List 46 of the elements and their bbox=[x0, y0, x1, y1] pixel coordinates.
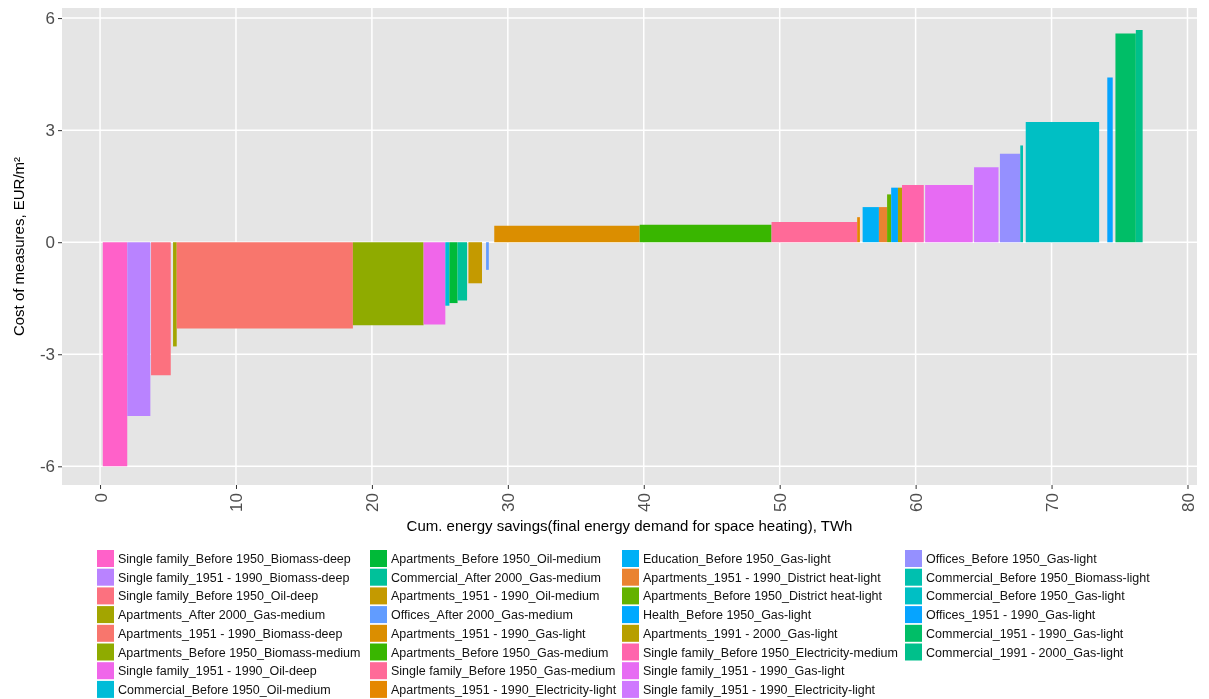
legend-label: Apartments_1951 - 1990_Oil-medium bbox=[391, 589, 600, 604]
legend-label: Apartments_Before 1950_District heat-light bbox=[643, 589, 883, 604]
x-tick-label: 10 bbox=[227, 493, 247, 512]
legend-label: Single family_Before 1950_Biomass-deep bbox=[118, 552, 351, 566]
legend-label: Single family_1951 - 1990_Electricity-light bbox=[643, 682, 876, 697]
legend-label: Apartments_1991 - 2000_Gas-light bbox=[643, 626, 839, 641]
y-tick-label: 0 bbox=[45, 233, 55, 253]
x-tick-label: 80 bbox=[1178, 493, 1198, 512]
x-tick-label: 0 bbox=[91, 493, 111, 503]
x-tick-label: 40 bbox=[635, 493, 655, 512]
legend-label: Apartments_Before 1950_Oil-medium bbox=[391, 552, 601, 566]
legend-label: Apartments_1951 - 1990_Electricity-light bbox=[391, 682, 617, 697]
legend-label: Commercial_After 2000_Gas-medium bbox=[391, 570, 601, 585]
legend-label: Commercial_1991 - 2000_Gas-light bbox=[926, 645, 1124, 660]
legend-label: Commercial_Before 1950_Biomass-light bbox=[926, 570, 1151, 585]
y-tick-label: 6 bbox=[45, 9, 55, 29]
legend-label: Commercial_1951 - 1990_Gas-light bbox=[926, 626, 1124, 641]
legend-label: Apartments_1951 - 1990_Biomass-deep bbox=[118, 626, 343, 641]
legend-label: Apartments_Before 1950_Gas-medium bbox=[391, 645, 609, 660]
x-tick-label: 70 bbox=[1043, 493, 1063, 512]
legend-label: Single family_Before 1950_Gas-medium bbox=[391, 664, 616, 679]
legend-label: Commercial_Before 1950_Gas-light bbox=[926, 589, 1126, 604]
legend-label: Commercial_Before 1950_Oil-medium bbox=[118, 682, 331, 697]
legend-label: Apartments_1951 - 1990_Gas-light bbox=[391, 626, 587, 641]
y-axis-title: Cost of measures, EUR/m² bbox=[10, 156, 27, 337]
legend-label: Offices_1951 - 1990_Gas-light bbox=[926, 608, 1096, 623]
legend-label: Single family_1951 - 1990_Oil-deep bbox=[118, 664, 317, 679]
y-tick-label: 3 bbox=[45, 121, 55, 141]
legend-label: Health_Before 1950_Gas-light bbox=[643, 608, 812, 623]
legend-label: Education_Before 1950_Gas-light bbox=[643, 552, 832, 566]
y-tick-label: -6 bbox=[39, 457, 55, 477]
x-tick-label: 50 bbox=[771, 493, 791, 512]
legend-label: Apartments_After 2000_Gas-medium bbox=[118, 608, 326, 623]
y-tick-label: -3 bbox=[39, 345, 55, 365]
legend-label: Offices_Before 1950_Gas-light bbox=[926, 552, 1098, 566]
x-tick-label: 30 bbox=[499, 493, 519, 512]
x-tick-label: 20 bbox=[363, 493, 383, 512]
legend-label: Offices_After 2000_Gas-medium bbox=[391, 608, 573, 623]
legend-label: Single family_1951 - 1990_Biomass-deep bbox=[118, 570, 350, 585]
x-tick-label: 60 bbox=[907, 493, 927, 512]
x-axis-title: Cum. energy savings(final energy demand for space heating), TWh bbox=[406, 517, 853, 534]
legend-label: Apartments_Before 1950_Biomass-medium bbox=[118, 645, 361, 660]
legend-label: Single family_Before 1950_Electricity-medium bbox=[643, 645, 898, 660]
legend-label: Single family_Before 1950_Oil-deep bbox=[118, 589, 319, 604]
legend-label: Apartments_1951 - 1990_District heat-light bbox=[643, 570, 882, 585]
legend-label: Single family_1951 - 1990_Gas-light bbox=[643, 664, 846, 679]
